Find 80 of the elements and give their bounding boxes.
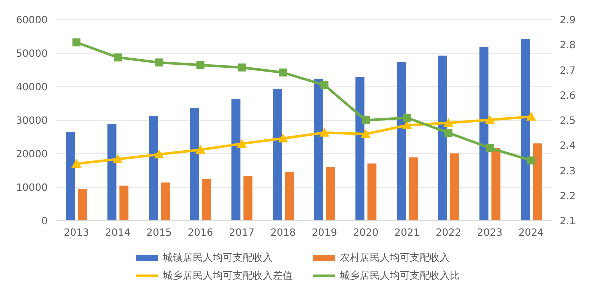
legend-label: 城乡居民人均可支配收入比 xyxy=(340,270,460,281)
bar xyxy=(480,47,489,221)
bar xyxy=(285,172,294,221)
y2-tick-label: 2.4 xyxy=(560,141,576,152)
point xyxy=(526,112,536,121)
bar xyxy=(450,154,460,221)
y2-tick-label: 2.2 xyxy=(560,191,576,202)
y2-tick-label: 2.8 xyxy=(560,40,576,52)
point xyxy=(196,144,206,154)
y2-tick-label: 2.3 xyxy=(560,166,576,178)
point xyxy=(320,81,329,90)
point xyxy=(361,129,371,138)
x-tick-label: 2020 xyxy=(353,228,379,240)
point xyxy=(444,129,453,138)
point xyxy=(485,115,495,124)
bar xyxy=(368,164,377,221)
y-tick-label: 20000 xyxy=(16,150,48,161)
x-tick-label: 2014 xyxy=(105,228,131,240)
bar xyxy=(438,56,448,221)
y-tick-label: 60000 xyxy=(16,16,48,27)
bar xyxy=(356,76,365,221)
point xyxy=(154,150,164,159)
point xyxy=(279,68,288,77)
bar xyxy=(314,78,324,221)
point xyxy=(362,116,370,124)
point xyxy=(278,134,288,143)
point xyxy=(444,118,454,128)
x-tick-label: 2022 xyxy=(436,228,462,240)
y2-tick-label: 2.5 xyxy=(560,116,576,128)
bar xyxy=(108,124,117,221)
y2-tick-label: 2.6 xyxy=(560,90,576,102)
point xyxy=(403,114,412,122)
point xyxy=(196,61,205,70)
x-tick-label: 2013 xyxy=(64,228,90,240)
x-tick-label: 2018 xyxy=(270,228,296,240)
x-tick-label: 2021 xyxy=(394,228,420,240)
y-tick-label: 30000 xyxy=(16,116,48,128)
y2-tick-label: 2.7 xyxy=(560,66,576,77)
bar xyxy=(232,99,241,221)
y2-tick-label: 2.9 xyxy=(560,16,576,27)
y2-tick-label: 2.1 xyxy=(560,216,576,228)
legend-label: 城镇居民人均可支配收入 xyxy=(163,252,273,265)
point xyxy=(402,120,412,130)
point xyxy=(113,154,123,164)
point xyxy=(527,156,536,165)
y-tick-label: 0 xyxy=(42,216,48,228)
x-tick-label: 2016 xyxy=(188,228,214,240)
x-tick-label: 2019 xyxy=(312,228,338,240)
bar xyxy=(202,179,212,221)
bar xyxy=(161,182,170,221)
bar xyxy=(409,158,418,221)
y-tick-label: 10000 xyxy=(16,183,48,194)
point xyxy=(486,144,494,152)
x-tick-label: 2023 xyxy=(477,228,503,240)
bar xyxy=(533,144,542,221)
bar xyxy=(397,62,406,221)
bar xyxy=(273,89,282,221)
bar xyxy=(244,176,253,221)
bar xyxy=(190,108,200,221)
x-tick-label: 2017 xyxy=(229,228,255,240)
point xyxy=(155,58,164,67)
legend-label: 城乡居民人均可支配收入差值 xyxy=(163,270,293,281)
y-tick-label: 50000 xyxy=(16,49,48,60)
bar xyxy=(78,190,88,221)
point xyxy=(72,38,81,47)
point xyxy=(114,54,122,62)
bar xyxy=(149,116,158,221)
y-tick-label: 40000 xyxy=(16,82,48,94)
legend-label: 农村居民人均可支配收入 xyxy=(340,252,450,265)
bar xyxy=(120,186,129,221)
x-tick-label: 2015 xyxy=(146,228,172,240)
point xyxy=(237,138,247,148)
point xyxy=(238,64,246,72)
point xyxy=(72,159,82,168)
bar xyxy=(492,148,501,221)
x-tick-label: 2024 xyxy=(518,228,544,240)
bar xyxy=(326,167,336,221)
bar xyxy=(521,39,530,221)
point xyxy=(320,128,330,137)
bar xyxy=(66,132,76,221)
